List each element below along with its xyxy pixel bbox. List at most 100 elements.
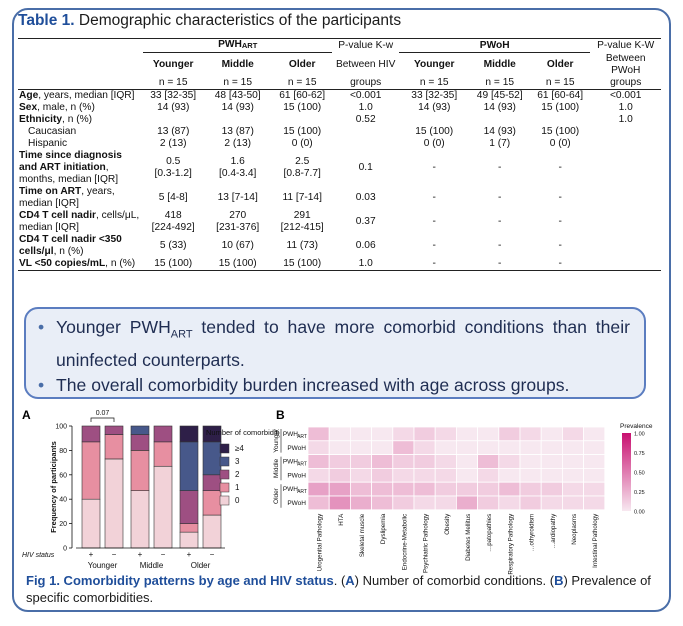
stacked-bar-segment (202, 441, 222, 476)
stacked-bar-segment (104, 425, 124, 435)
age-col-header: Middle (483, 58, 516, 70)
row-label: CD4 T cell nadir <350 cells/μl, n (%) (19, 233, 122, 257)
table-row: Hispanic 2 (13) 2 (13) 0 (0) 0 (0) 1 (7) 0 (0) (18, 138, 661, 150)
table-cell (590, 234, 661, 258)
heatmap-cell (519, 454, 542, 469)
heatmap-cell (498, 440, 521, 455)
row-label: CD4 T cell nadir, cells/μL, median [IQR] (19, 209, 140, 233)
heatmap-column-label: Dyslipemia (380, 513, 387, 544)
y-tick-label: 0 (63, 546, 67, 553)
table-cell: 270 [231-376] (216, 209, 260, 233)
heatmap-cell (392, 481, 415, 497)
legend-label: ≥4 (235, 444, 244, 453)
stacked-bar-segment (179, 441, 199, 491)
stacked-bar-segment (104, 458, 124, 549)
table-cell: 48 [43-50] (214, 89, 261, 101)
group-label: Younger (88, 561, 118, 570)
heatmap-age-label: Middle (273, 458, 280, 478)
stacked-bar-segment (81, 425, 101, 443)
heatmap-cell (498, 468, 521, 483)
table-cell: 291 [212-415] (280, 209, 324, 233)
heatmap-cell (519, 440, 542, 455)
pval-neg-header-1: P-value K-W (597, 39, 655, 51)
legend-swatch (219, 482, 230, 493)
group-label: Older (191, 561, 211, 570)
table-cell: 0.06 (355, 239, 376, 251)
age-col-header: Younger (152, 58, 194, 70)
stacked-bar-segment (179, 490, 199, 524)
row-label: VL <50 copies/mL, n (%) (19, 257, 136, 269)
heatmap-cell (371, 426, 394, 442)
y-tick-label: 60 (59, 472, 67, 479)
heatmap-cell (307, 468, 330, 483)
heatmap-cell (328, 495, 351, 511)
table-cell: 15 (100) (218, 257, 257, 269)
table-cell (332, 126, 399, 138)
table-cell: 14 (93) (483, 125, 516, 137)
heatmap-cell (498, 426, 521, 442)
table-cell: 15 (100) (541, 101, 580, 113)
heatmap-cell (455, 454, 478, 469)
table-cell: 1.6 [0.4-3.4] (219, 155, 257, 179)
heatmap-cell (371, 454, 394, 469)
legend-label: 3 (235, 457, 240, 466)
x-tick-label: + (138, 550, 143, 559)
heatmap-cell (561, 454, 584, 469)
row-label: Ethnicity, n (%) (19, 113, 93, 125)
table-cell (590, 210, 661, 234)
table-row: CD4 T cell nadir <350 cells/μl, n (%) 5 (… (18, 234, 661, 258)
heatmap-cell (561, 481, 584, 497)
stacked-bar-segment (179, 523, 199, 533)
n-count: n = 15 (223, 76, 252, 88)
heatmap-cell (583, 468, 606, 483)
age-col-header: Older (288, 58, 316, 70)
table-cell (590, 138, 661, 150)
heatmap-row-label: PWH (283, 486, 298, 493)
table-cell: 2.5 [0.8-7.7] (283, 155, 321, 179)
stacked-bar-segment (104, 434, 124, 460)
age-col-header: Middle (221, 58, 254, 70)
heatmap-cell (583, 440, 606, 455)
scale-tick-label: 0.25 (634, 490, 645, 496)
heatmap-cell (392, 440, 415, 455)
heatmap-cell (350, 495, 373, 511)
stacked-bar-segment (153, 441, 173, 467)
heatmap-cell (350, 481, 373, 497)
heatmap-cell (413, 454, 436, 469)
heatmap-cell (540, 468, 563, 483)
stacked-bar-segment (81, 441, 101, 500)
legend-swatch (219, 456, 230, 467)
heatmap-column-label: …patopathies (486, 514, 493, 552)
heatmap-cell (413, 426, 436, 442)
y-axis-label: Frequency of participants (49, 441, 58, 533)
scale-tick-label: 1.00 (634, 432, 645, 438)
legend-label: 0 (235, 496, 240, 505)
heatmap-cell (583, 495, 606, 511)
y-tick-label: 100 (55, 424, 67, 431)
scale-title: Prevalence (620, 423, 653, 430)
x-tick-label: + (187, 550, 192, 559)
pval-hiv-header-2: Between HIV (335, 58, 396, 70)
table-cell: 13 (87) (157, 125, 190, 137)
heatmap-row-label: PWH (283, 431, 298, 438)
table-cell (590, 126, 661, 138)
n-count: n = 15 (287, 76, 317, 88)
heatmap-cell (434, 454, 457, 469)
heatmap-cell (540, 440, 563, 455)
legend-label: 1 (235, 483, 240, 492)
table-cell: 0.1 (358, 161, 373, 173)
heatmap-cell (561, 468, 584, 483)
table-cell: 13 [7-14] (217, 191, 258, 203)
heatmap-column-label: Respiratory Pathology (507, 513, 514, 575)
heatmap-cell (350, 440, 373, 455)
age-col-header: Older (546, 58, 574, 70)
heatmap-cell (434, 440, 457, 455)
heatmap-cell (307, 426, 330, 442)
heatmap-column-label: Endocrine-Metabolic (401, 514, 408, 570)
stacked-bar-segment (130, 425, 150, 435)
heatmap-cell (350, 468, 373, 483)
scale-tick-label: 0.75 (634, 451, 645, 457)
heatmap-cell (477, 440, 500, 455)
x-tick-label: + (89, 550, 94, 559)
heatmap-column-label: Obesity (444, 513, 451, 535)
